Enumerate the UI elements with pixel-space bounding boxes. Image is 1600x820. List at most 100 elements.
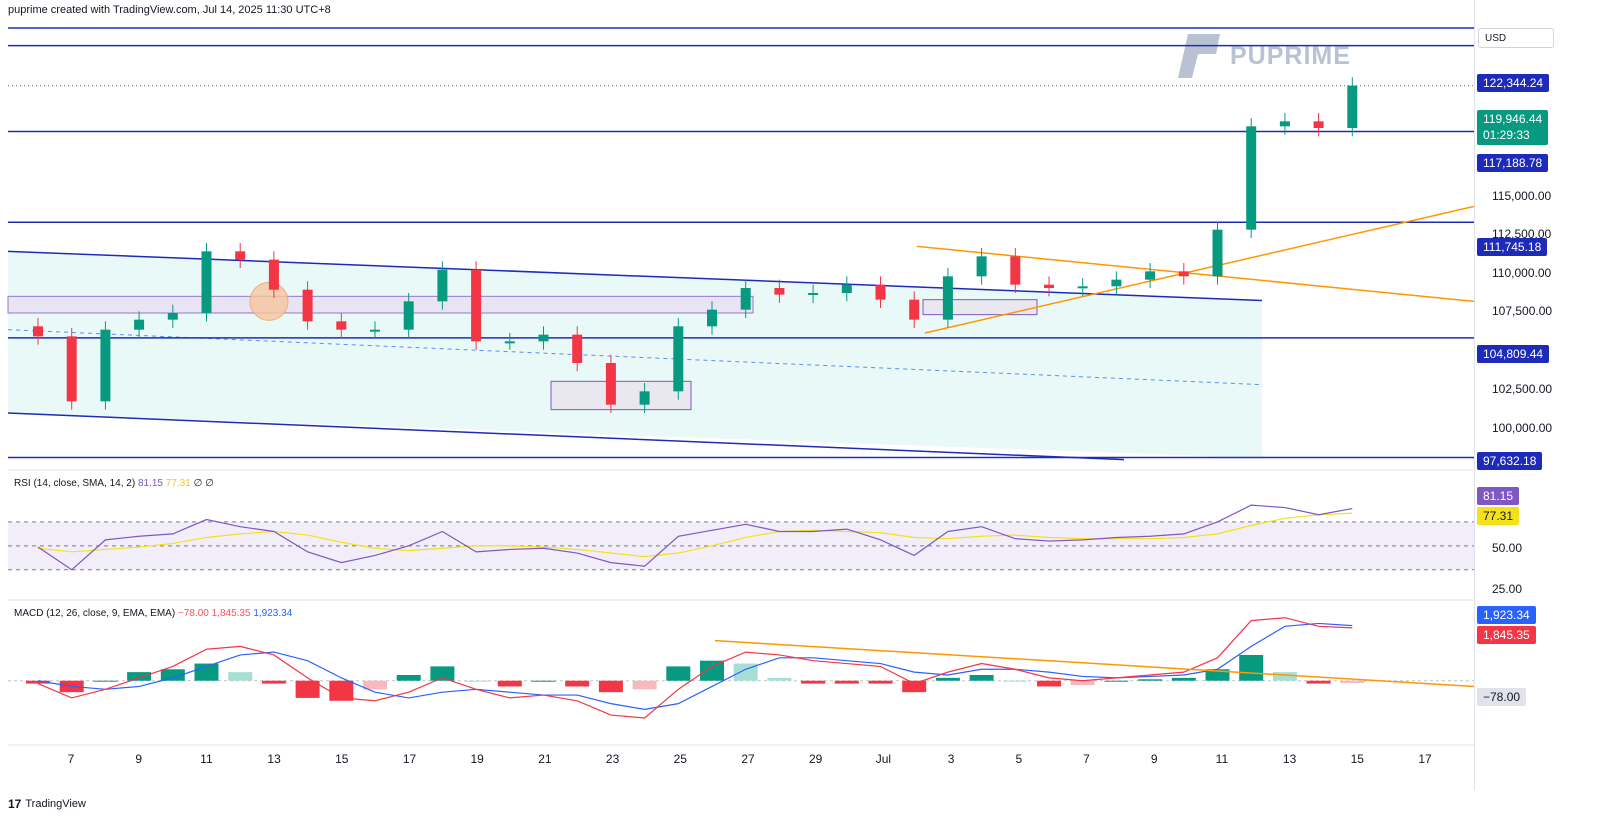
candle-body [268,259,279,290]
macd-histogram-bar [363,680,387,690]
date-tick: 9 [1150,752,1158,766]
candle-body [875,284,886,300]
candle-body [673,326,684,392]
candle-body [740,288,751,310]
candle-body [572,334,583,363]
date-tick: 15 [335,752,349,766]
date-tick: 9 [135,752,143,766]
macd-histogram-bar [1104,680,1129,682]
macd-histogram-bar [868,680,893,684]
price-tick: 112,500.00 [1492,227,1552,241]
tradingview-label: TradingView [25,798,86,810]
candle-body [471,269,482,342]
candle-body [707,309,717,327]
candle-body [1010,256,1021,285]
rsi-legend-extra: ∅ [193,478,203,489]
rsi-legend-sma: 77.31 [165,478,191,489]
date-tick: 17 [402,752,417,766]
rsi-sma-tag: 77.31 [1477,507,1520,525]
macd-signal-line [37,622,1353,710]
candle-body [538,334,549,342]
macd-histogram-bar [531,680,556,682]
macd-histogram-bar [935,677,960,681]
date-tick: 7 [1083,752,1090,766]
date-tick: 7 [67,752,75,766]
macd-legend-signal: 1,923.34 [253,608,293,619]
current-price-tag: 119,946.44 01:29:33 [1477,110,1549,145]
candle-body [370,329,380,332]
macd-histogram-bar [1171,677,1196,681]
macd-histogram-bar [396,675,421,681]
demand-zone-box [922,299,1038,316]
tradingview-logo-icon: 17 [8,797,22,811]
rsi-legend-extra: ∅ [205,478,214,489]
candle-body [33,326,43,337]
date-tick: 19 [470,752,484,766]
candle-body [336,321,347,330]
level-tag: 111,745.18 [1477,238,1548,256]
price-axis[interactable] [1474,0,1600,790]
date-tick: 15 [1350,752,1364,766]
macd-histogram-bar [598,680,623,693]
current-price: 119,946.44 [1483,112,1543,126]
candle-body [1313,121,1324,128]
candle-body [1212,229,1223,277]
macd-histogram-bar [329,680,354,701]
date-tick: 11 [200,752,213,766]
macd-trend-line [714,639,1475,688]
macd-histogram-bar [1306,680,1331,684]
date-tick: 21 [538,752,552,766]
macd-histogram-bar [1272,672,1297,681]
currency-selector[interactable]: USD [1478,28,1554,48]
candle-body [504,341,515,344]
candle-body [1111,279,1122,287]
rsi-legend: RSI (14, close, SMA, 14, 2) 81.15 77.31 … [14,478,214,489]
channel-fill [8,251,1262,458]
tradingview-footer[interactable]: 17 TradingView [8,797,86,811]
macd-histogram-bar [969,675,994,681]
candle-body [909,299,920,320]
candle-body [302,289,313,322]
candle-body [167,313,178,320]
trend-line-down [916,245,1475,303]
macd-histogram-bar [1205,669,1230,681]
macd-histogram-bar [430,666,455,681]
date-tick: 3 [947,752,955,766]
date-tick: 27 [741,752,755,766]
macd-histogram-bar [1003,680,1028,682]
candle-body [639,391,650,405]
macd-legend: MACD (12, 26, close, 9, EMA, EMA) −78.00… [14,608,292,619]
rsi-tick: 50.00 [1492,541,1523,555]
macd-histogram-bar [127,672,152,681]
macd-histogram-bar [1340,680,1365,683]
level-tag: 122,344.24 [1477,74,1550,92]
price-tick: 107,500.00 [1492,304,1553,318]
candle-body [808,293,819,295]
candle-body [1246,126,1257,230]
macd-histogram-bar [666,666,691,681]
macd-value-tag: 1,845.35 [1477,626,1536,644]
chart-caption: puprime created with TradingView.com, Ju… [8,4,331,16]
macd-legend-macd: 1,845.35 [211,608,251,619]
price-tick: 110,000.00 [1492,266,1552,280]
rsi-sma-line [37,512,1353,558]
rsi-tick: 25.00 [1492,582,1523,596]
date-tick: 11 [1215,752,1229,766]
candle-body [1145,271,1156,280]
rsi-line [37,504,1353,571]
candle-body [1077,286,1088,289]
macd-histogram-bar [1239,654,1264,681]
candle-body [134,319,145,330]
date-tick: Jul [875,752,892,766]
date-tick: 13 [267,752,281,766]
macd-histogram-bar [295,680,320,698]
candle-body [403,301,414,330]
macd-histogram-bar [93,680,118,682]
channel-lower-line [7,412,1125,461]
channel-upper-line [7,250,1263,302]
macd-legend-hist: −78.00 [177,608,209,619]
macd-histogram-bar [464,680,489,682]
date-tick: 13 [1282,752,1297,766]
macd-histogram-bar [1070,680,1095,686]
